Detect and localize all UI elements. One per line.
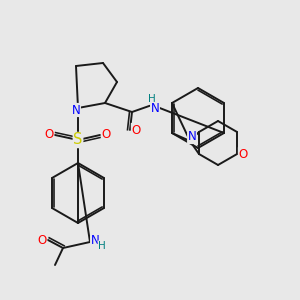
- Text: N: N: [72, 103, 80, 116]
- Text: N: N: [151, 103, 159, 116]
- Text: S: S: [73, 133, 83, 148]
- Text: O: O: [131, 124, 141, 136]
- Text: N: N: [188, 130, 196, 143]
- Text: H: H: [148, 94, 156, 104]
- Text: O: O: [44, 128, 54, 142]
- Text: O: O: [238, 148, 248, 160]
- Text: N: N: [91, 235, 99, 248]
- Text: O: O: [38, 233, 46, 247]
- Text: H: H: [98, 241, 106, 251]
- Text: O: O: [101, 128, 111, 142]
